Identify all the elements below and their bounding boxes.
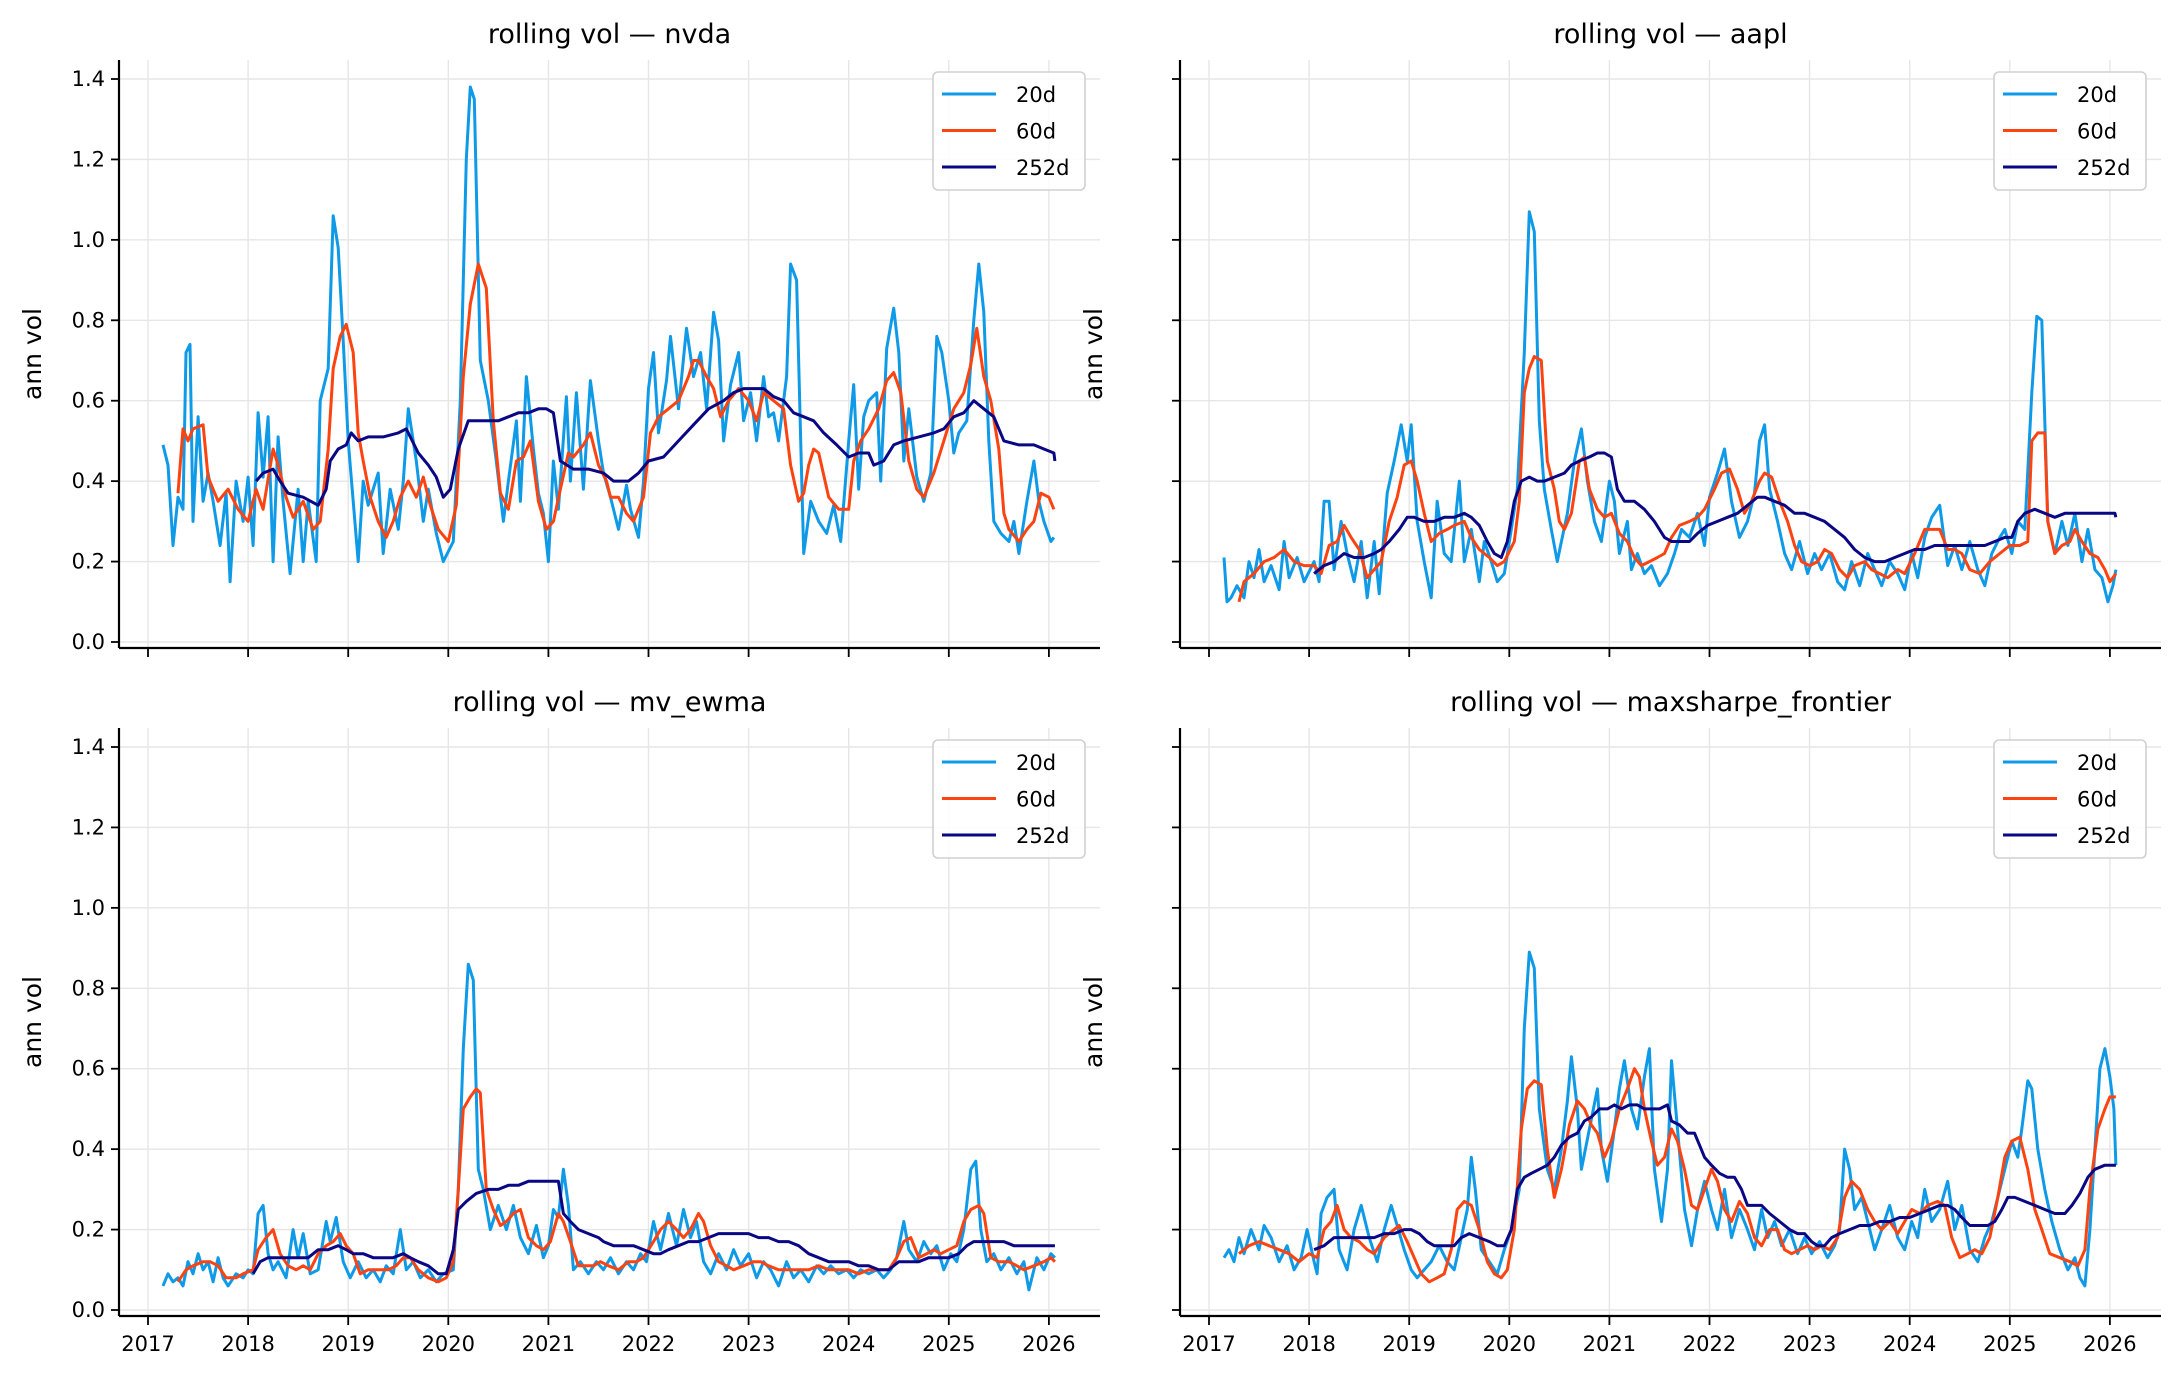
- legend: 20d 60d 252d: [932, 739, 1086, 859]
- x-tick-label: 2024: [1883, 1332, 1936, 1356]
- y-tick-label: 1.2: [72, 815, 105, 839]
- legend-label: 20d: [2077, 83, 2117, 107]
- subplot-title: rolling vol — mv_ewma: [453, 687, 767, 718]
- series-line-252d: [254, 387, 1057, 507]
- legend-frame: [932, 71, 1086, 191]
- legend: 20d 60d 252d: [1993, 739, 2147, 859]
- y-tick-label: 1.0: [72, 896, 105, 920]
- legend-label: 60d: [1016, 788, 1056, 812]
- x-tick-label: 2019: [321, 1332, 374, 1356]
- x-tick-label: 2017: [1182, 1332, 1235, 1356]
- x-tick-label: 2026: [2083, 1332, 2136, 1356]
- series-line-60d: [1237, 355, 2118, 603]
- y-tick-label: 0.2: [72, 550, 105, 574]
- x-tick-label: 2022: [622, 1332, 675, 1356]
- series-line-20d: [1222, 950, 2118, 1288]
- y-axis-label: ann vol: [18, 308, 47, 400]
- y-tick-label: 1.2: [72, 147, 105, 171]
- legend: 20d 60d 252d: [932, 71, 1086, 191]
- y-tick-label: 0.8: [72, 976, 105, 1000]
- series-line-20d: [161, 85, 1056, 584]
- y-tick-label: 1.4: [72, 735, 105, 759]
- legend-label: 20d: [1016, 751, 1056, 775]
- y-tick-label: 0.4: [72, 469, 105, 493]
- y-axis-label: ann vol: [18, 976, 47, 1068]
- legend-frame: [932, 739, 1086, 859]
- series-line-60d: [176, 262, 1056, 543]
- x-tick-label: 2017: [121, 1332, 174, 1356]
- y-tick-label: 0.0: [72, 630, 105, 654]
- x-tick-label: 2021: [1583, 1332, 1636, 1356]
- x-tick-label: 2019: [1382, 1332, 1435, 1356]
- subplot-title: rolling vol — nvda: [488, 19, 731, 50]
- x-tick-label: 2021: [522, 1332, 575, 1356]
- subplot-2: 0.0 0.2 0.4 0.6 0.8 1.0 1.2 1.4 2017 2018 2019 2020…: [18, 687, 1100, 1356]
- subplot-0: 0.0 0.2 0.4 0.6 0.8 1.0 1.2 1.4 rolling vol — nv…: [18, 19, 1100, 657]
- y-tick-label: 1.0: [72, 228, 105, 252]
- legend-label: 20d: [1016, 83, 1056, 107]
- series-line-60d: [176, 1087, 1056, 1284]
- y-tick-label: 0.8: [72, 308, 105, 332]
- subplot-1: rolling vol — aapl ann vol 20d 60d 252d: [1079, 19, 2161, 657]
- series-line-252d: [251, 1179, 1056, 1276]
- legend-label: 252d: [2077, 156, 2130, 180]
- x-tick-label: 2022: [1683, 1332, 1736, 1356]
- x-tick-label: 2024: [822, 1332, 875, 1356]
- legend-label: 252d: [2077, 824, 2130, 848]
- legend-label: 60d: [2077, 120, 2117, 144]
- x-tick-label: 2018: [221, 1332, 274, 1356]
- subplot-title: rolling vol — maxsharpe_frontier: [1450, 687, 1892, 718]
- x-tick-label: 2023: [1783, 1332, 1836, 1356]
- y-axis-label: ann vol: [1079, 308, 1108, 400]
- series-line-252d: [1313, 1103, 2116, 1252]
- x-tick-label: 2025: [922, 1332, 975, 1356]
- series-line-60d: [1238, 1067, 2116, 1284]
- y-tick-label: 0.6: [72, 1057, 105, 1081]
- legend: 20d 60d 252d: [1993, 71, 2147, 191]
- series-line-20d: [161, 962, 1056, 1292]
- subplot-3: 2017 2018 2019 2020 2021 2022 2023 2024 2025 2026…: [1079, 687, 2161, 1356]
- x-tick-label: 2023: [722, 1332, 775, 1356]
- series-line-252d: [1313, 451, 2118, 575]
- y-tick-label: 0.4: [72, 1137, 105, 1161]
- y-tick-label: 0.2: [72, 1218, 105, 1242]
- legend-label: 252d: [1016, 824, 1069, 848]
- legend-label: 60d: [1016, 120, 1056, 144]
- series-line-20d: [1222, 210, 2118, 604]
- legend-label: 60d: [2077, 788, 2117, 812]
- x-tick-label: 2025: [1983, 1332, 2036, 1356]
- y-tick-label: 0.6: [72, 389, 105, 413]
- x-tick-label: 2020: [422, 1332, 475, 1356]
- subplot-title: rolling vol — aapl: [1553, 19, 1787, 50]
- legend-label: 252d: [1016, 156, 1069, 180]
- legend-frame: [1993, 71, 2147, 191]
- x-tick-label: 2026: [1022, 1332, 1075, 1356]
- x-tick-label: 2020: [1483, 1332, 1536, 1356]
- x-tick-label: 2018: [1282, 1332, 1335, 1356]
- legend-label: 20d: [2077, 751, 2117, 775]
- y-tick-label: 0.0: [72, 1298, 105, 1322]
- y-axis-label: ann vol: [1079, 976, 1108, 1068]
- y-tick-label: 1.4: [72, 67, 105, 91]
- legend-frame: [1993, 739, 2147, 859]
